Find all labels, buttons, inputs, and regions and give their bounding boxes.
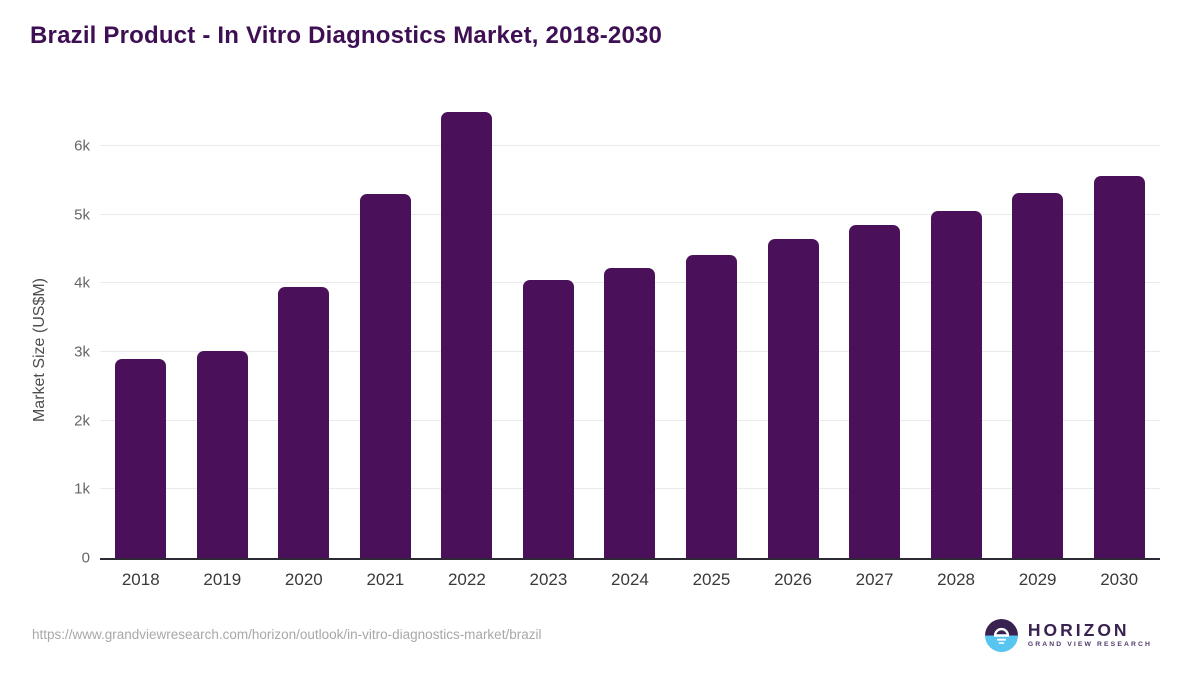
bar-2021[interactable]	[359, 194, 411, 558]
x-tick-label: 2025	[692, 570, 731, 589]
gridline	[100, 213, 1160, 215]
x-tick-label: 2020	[284, 570, 323, 589]
x-tick-label: 2021	[366, 570, 405, 589]
x-tick-label: 2029	[1018, 570, 1057, 589]
bar-2019[interactable]	[196, 350, 248, 558]
bar-slot	[589, 100, 671, 558]
y-axis-labels: 0 1k 2k 3k 4k 5k 6k	[0, 100, 90, 567]
gridline	[100, 145, 1160, 147]
y-tick-label: 1k	[74, 480, 90, 498]
x-tick-label: 2022	[447, 570, 486, 589]
bar-2025[interactable]	[685, 255, 737, 558]
y-tick-label: 6k	[74, 137, 90, 155]
sunrise-logo-icon	[984, 619, 1018, 652]
bar-slot	[345, 100, 427, 558]
bar-slot	[1078, 100, 1160, 558]
chart-title: Brazil Product - In Vitro Diagnostics Ma…	[30, 22, 663, 49]
bar-2024[interactable]	[604, 268, 656, 558]
bar-slot	[182, 100, 264, 558]
horizon-logo: HORIZON GRAND VIEW RESEARCH	[984, 619, 1152, 652]
x-tick-label: 2028	[937, 570, 975, 589]
bar-2018[interactable]	[115, 358, 167, 558]
bar-2027[interactable]	[849, 224, 901, 558]
bars	[100, 100, 1160, 558]
logo-name: HORIZON	[1027, 619, 1130, 640]
bar-slot	[263, 100, 345, 558]
x-tick-label: 2019	[203, 570, 242, 589]
x-tick-label: 2018	[121, 570, 160, 589]
y-tick-label: 0	[81, 549, 90, 567]
bar-slot	[100, 100, 182, 558]
x-tick-label: 2024	[611, 570, 649, 589]
bar-2022[interactable]	[441, 111, 493, 558]
bar-2030[interactable]	[1093, 175, 1145, 558]
y-tick-label: 4k	[74, 274, 90, 292]
bar-slot	[426, 100, 508, 558]
bar-slot	[671, 100, 753, 558]
bar-slot	[752, 100, 834, 558]
x-tick-label: 2026	[774, 570, 812, 589]
logo-subtitle: GRAND VIEW RESEARCH	[1027, 641, 1152, 649]
y-tick-label: 5k	[74, 206, 90, 224]
y-tick-label: 2k	[74, 412, 90, 430]
bar-slot	[915, 100, 997, 558]
bar-2028[interactable]	[930, 210, 982, 558]
x-tick-label: 2027	[855, 570, 894, 589]
x-tick-label: 2030	[1100, 570, 1139, 589]
source-url: https://www.grandviewresearch.com/horizo…	[32, 627, 542, 642]
bar-2023[interactable]	[522, 279, 574, 558]
bar-2020[interactable]	[278, 287, 330, 558]
bar-slot	[997, 100, 1079, 558]
bar-2029[interactable]	[1012, 192, 1064, 558]
bar-slot	[508, 100, 590, 558]
x-axis-labels: 2018 2019 2020 2021 2022 2023 2024 2025 2026 2027…	[100, 570, 1160, 590]
bar-2026[interactable]	[767, 239, 819, 558]
plot-area	[100, 100, 1160, 560]
bar-slot	[834, 100, 916, 558]
y-tick-label: 3k	[74, 343, 90, 361]
x-tick-label: 2023	[529, 570, 568, 589]
